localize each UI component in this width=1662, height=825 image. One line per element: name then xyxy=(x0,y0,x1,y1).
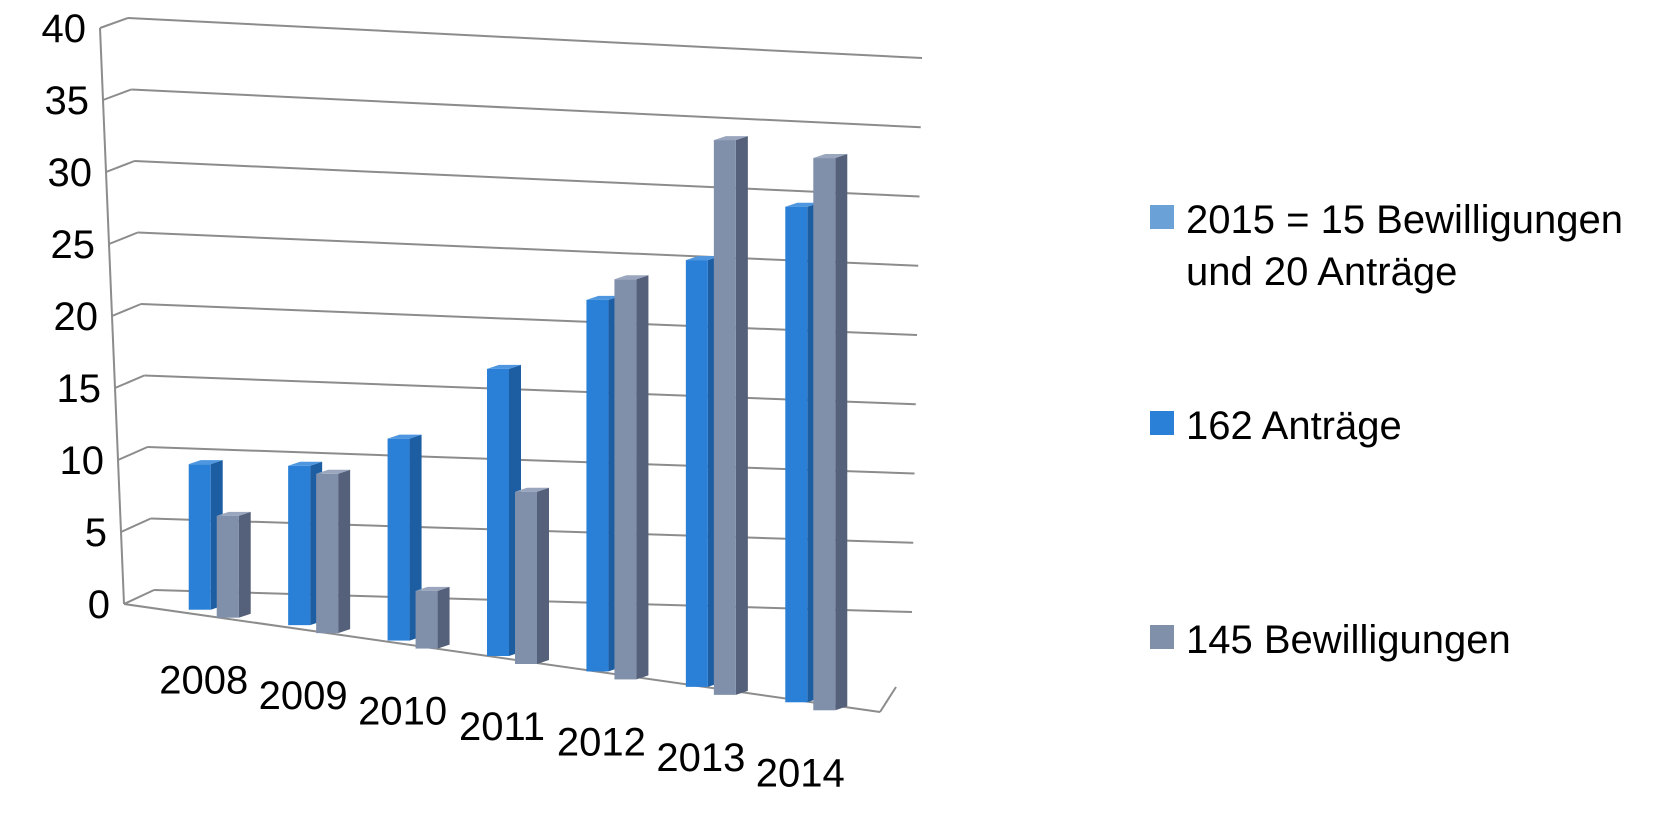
bar-bewilligungen-2008 xyxy=(216,511,251,618)
y-tick-label: 20 xyxy=(54,295,99,339)
legend-label-bewilligungen: 145 Bewilligungen xyxy=(1186,618,1511,662)
x-tick-label: 2012 xyxy=(557,720,646,764)
gridline-side xyxy=(102,88,132,101)
x-tick-label: 2009 xyxy=(259,674,348,718)
gridlines xyxy=(99,17,923,613)
bar-bewilligungen-2014 xyxy=(813,154,848,711)
x-tick-label: 2014 xyxy=(756,751,845,795)
x-tick-labels: 2008 2009 2010 2011 2012 2013 2014 xyxy=(159,659,845,796)
legend: 2015 = 15 Bewilligungen und 20 Anträge 1… xyxy=(1150,0,1660,825)
y-tick-label: 10 xyxy=(60,439,105,483)
bar-antraege-2010 xyxy=(387,434,422,641)
y-tick-label: 0 xyxy=(88,583,110,627)
gridline xyxy=(134,160,920,198)
legend-swatch-bewilligungen xyxy=(1150,625,1174,649)
gridline-side xyxy=(114,374,145,389)
x-axis xyxy=(123,603,881,713)
legend-item-2015: 2015 = 15 Bewilligungen und 20 Anträge xyxy=(1150,194,1646,298)
x-tick-label: 2008 xyxy=(159,659,248,703)
y-tick-label: 30 xyxy=(48,151,93,195)
y-tick-labels: 0 5 10 15 20 25 30 35 40 xyxy=(42,7,111,627)
x-tick-label: 2013 xyxy=(656,736,745,780)
bar-bewilligungen-2009 xyxy=(316,469,351,634)
bar-bewilligungen-2010 xyxy=(415,586,450,649)
y-tick-label: 40 xyxy=(42,7,87,51)
bar-bewilligungen-2013 xyxy=(713,136,748,695)
gridline-side xyxy=(105,160,135,173)
legend-item-antraege: 162 Anträge xyxy=(1150,400,1646,452)
y-tick-label: 25 xyxy=(51,223,96,267)
y-axis xyxy=(99,27,125,605)
floor-right-edge xyxy=(879,686,897,713)
gridline-side xyxy=(111,303,142,317)
gridline-side xyxy=(117,446,148,461)
y-tick-label: 35 xyxy=(45,79,90,123)
legend-label-antraege: 162 Anträge xyxy=(1186,404,1402,448)
gridline-side xyxy=(99,17,129,29)
floor-edge-hidden xyxy=(900,612,912,690)
legend-item-bewilligungen: 145 Bewilligungen xyxy=(1150,614,1646,666)
gridline xyxy=(127,17,923,59)
bars xyxy=(188,136,848,711)
legend-label-2015: 2015 = 15 Bewilligungen und 20 Anträge xyxy=(1186,198,1624,294)
x-tick-label: 2010 xyxy=(358,690,447,734)
gridline-side xyxy=(120,517,152,533)
gridline-side xyxy=(108,231,139,245)
y-tick-label: 15 xyxy=(57,367,102,411)
legend-swatch-2015 xyxy=(1150,205,1174,229)
bar-bewilligungen-2011 xyxy=(515,487,549,664)
gridline-side xyxy=(123,589,155,605)
legend-swatch-antraege xyxy=(1150,411,1174,435)
bar-bewilligungen-2012 xyxy=(614,275,649,680)
x-tick-label: 2011 xyxy=(459,705,545,749)
gridline xyxy=(131,88,921,129)
y-tick-label: 5 xyxy=(85,511,107,555)
axes xyxy=(99,27,912,713)
